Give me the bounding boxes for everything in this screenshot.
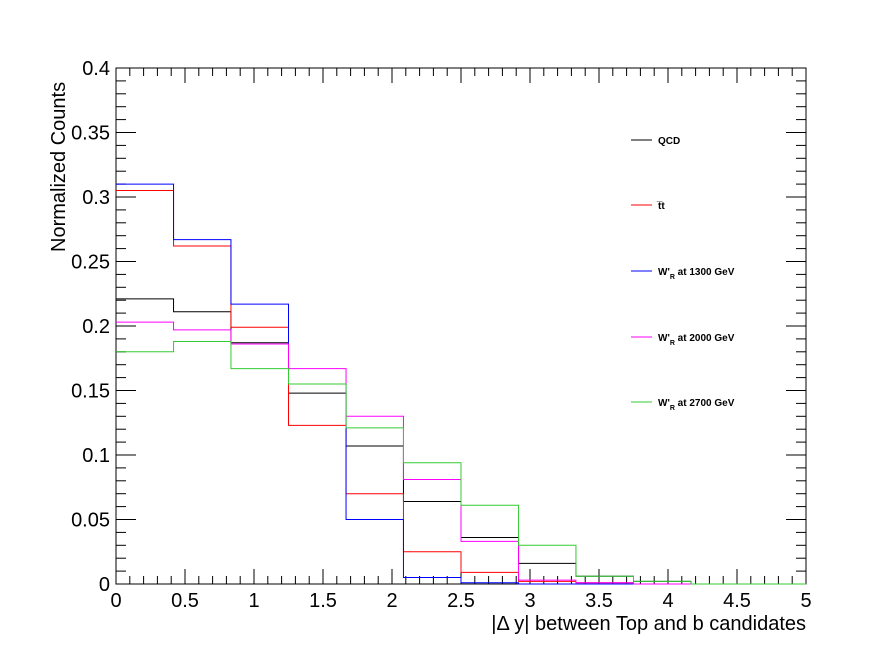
x-tick-label: 3.5 [585,590,613,612]
series-4-histogram [116,340,806,585]
x-axis-label: |Δ y| between Top and b candidates [491,613,806,635]
y-tick-label: 0.2 [82,316,110,338]
x-tick-label: 2 [386,590,397,612]
y-tick-label: 0.3 [82,187,110,209]
axis-ticks [115,67,807,585]
y-tick-labels: 0 0.05 0.1 0.15 0.2 0.25 0.3 0.35 0.4 [71,58,110,596]
y-tick-label: 0.1 [82,445,110,467]
x-tick-label: 0.5 [171,590,199,612]
x-tick-label: 4 [662,590,673,612]
histogram-series [116,183,806,585]
legend: QCD t̅t W'R at 1300 GeV W'R at 2000 GeV W'R … [631,136,735,412]
y-tick-label: 0.25 [71,252,110,274]
legend-entry-label: QCD [658,136,680,147]
legend-entry-label: W'R at 2700 GeV [658,398,735,412]
x-tick-label: 5 [800,590,811,612]
y-axis-label: Normalized Counts [48,82,70,252]
y-tick-label: 0.35 [71,123,110,145]
series-3-histogram [116,321,806,585]
x-tick-label: 4.5 [723,590,751,612]
legend-entry-label: W'R at 2000 GeV [658,333,735,347]
x-tick-label: 1 [248,590,259,612]
y-tick-label: 0.4 [82,58,110,80]
x-tick-label: 2.5 [447,590,475,612]
x-tick-label: 0 [110,590,121,612]
x-tick-label: 3 [524,590,535,612]
x-tick-labels: 0 0.5 1 1.5 2 2.5 3 3.5 4 4.5 5 [110,590,811,612]
legend-entry-label: W'R at 1300 GeV [658,267,735,281]
y-tick-label: 0.15 [71,381,110,403]
y-tick-label: 0 [99,574,110,596]
x-tick-label: 1.5 [309,590,337,612]
series-2-histogram [116,183,806,585]
y-tick-label: 0.05 [71,510,110,532]
legend-entry-label: t̅t [657,200,666,212]
